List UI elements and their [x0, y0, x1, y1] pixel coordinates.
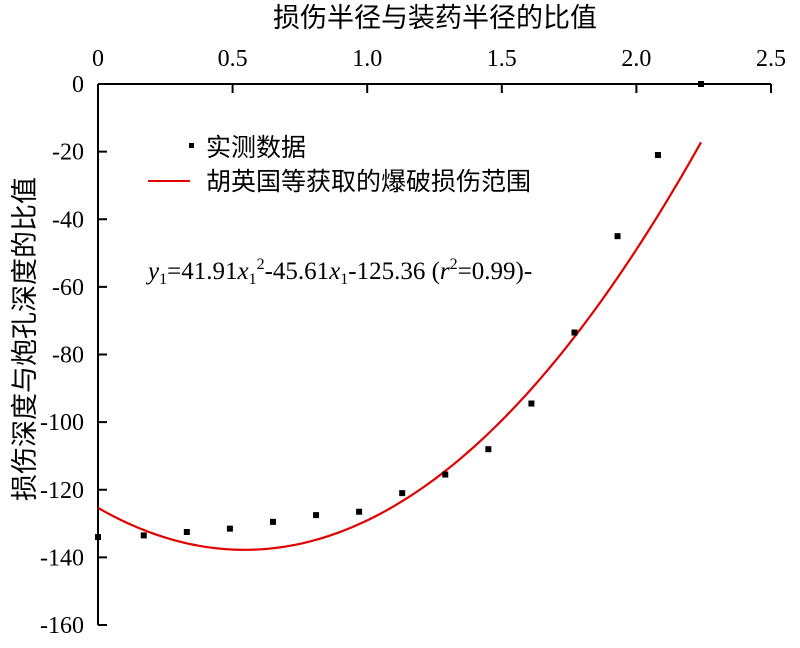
- x-tick-label: 2.5: [756, 46, 786, 72]
- axes: [97, 83, 771, 625]
- eq-part2: -45.61: [265, 258, 330, 285]
- eq-x2-sub: 1: [340, 271, 348, 288]
- legend-label-measured: 实测数据: [206, 133, 306, 162]
- data-point: [654, 152, 661, 159]
- y-tick-label: -80: [52, 343, 84, 369]
- x-tick-label: 0.5: [218, 46, 248, 72]
- x-tick-label: 1.0: [352, 46, 382, 72]
- data-point: [399, 490, 406, 497]
- eq-part4: =0.99)-: [458, 258, 533, 285]
- eq-part1: =41.91: [167, 258, 237, 285]
- data-point: [269, 518, 276, 525]
- y-axis-ticks: 0 -20 -40 -60 -80 -100 -120 -140 -160: [40, 72, 107, 639]
- eq-x1: x: [236, 258, 248, 285]
- eq-y-sub: 1: [159, 271, 167, 288]
- data-point: [140, 532, 147, 539]
- fit-equation: y1=41.91x12-45.61x1-125.36 (r2=0.99)-: [145, 256, 532, 288]
- data-point: [528, 400, 535, 407]
- y-tick-label: -60: [52, 275, 84, 301]
- eq-part3: -125.36 (: [348, 258, 440, 285]
- y-axis-title: 损伤深度与炮孔深度的比值: [10, 177, 41, 501]
- legend-label-fit: 胡英国等获取的爆破损伤范围: [206, 167, 531, 196]
- fit-curve: [97, 141, 702, 551]
- legend-marker-measured: [189, 143, 194, 148]
- data-point: [442, 471, 449, 478]
- eq-r-sup: 2: [450, 256, 458, 273]
- y-tick-label: -20: [52, 140, 84, 166]
- measured-points-layer: [95, 81, 705, 541]
- x-tick-label: 2.0: [621, 46, 651, 72]
- x-axis-title: 损伤半径与装药半径的比值: [273, 3, 597, 34]
- data-point: [95, 534, 101, 541]
- y-tick-label: -100: [40, 410, 84, 436]
- x-tick-label: 0: [92, 46, 104, 72]
- x-axis-ticks: 0 0.5 1.0 1.5 2.0 2.5: [92, 46, 786, 93]
- data-point: [698, 81, 705, 87]
- y-tick-label: -40: [52, 207, 84, 233]
- data-point: [356, 508, 363, 515]
- eq-y: y: [145, 258, 160, 285]
- data-point: [485, 446, 492, 453]
- data-point: [614, 233, 621, 240]
- eq-x1-sub: 1: [249, 271, 257, 288]
- x-tick-label: 1.5: [487, 46, 517, 72]
- y-tick-label: -140: [40, 545, 84, 571]
- data-point: [183, 529, 190, 536]
- eq-x1-sup: 2: [257, 256, 265, 273]
- y-tick-label: -160: [40, 613, 84, 639]
- y-tick-label: -120: [40, 478, 84, 504]
- fit-curve-layer: [97, 141, 702, 551]
- legend: 实测数据 胡英国等获取的爆破损伤范围: [148, 133, 531, 196]
- data-point: [313, 512, 320, 519]
- eq-x2: x: [328, 258, 340, 285]
- data-point: [226, 525, 233, 532]
- y-tick-label: 0: [72, 72, 84, 98]
- data-point: [571, 329, 578, 336]
- eq-r: r: [440, 258, 450, 285]
